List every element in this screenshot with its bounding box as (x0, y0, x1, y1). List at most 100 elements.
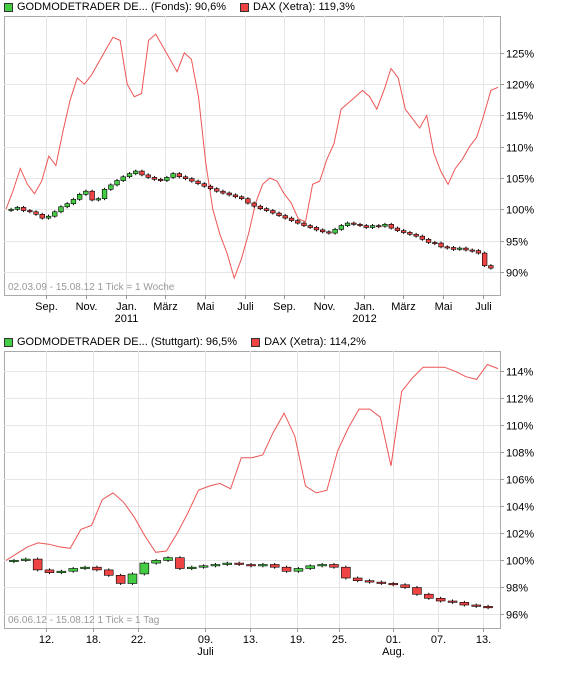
candle (488, 265, 494, 269)
candle (182, 176, 189, 180)
candle (363, 225, 369, 228)
y-tick-label: 104% (506, 502, 534, 514)
candle (68, 568, 79, 572)
series-candles-fund (8, 169, 494, 270)
candle (481, 252, 488, 266)
candle (341, 566, 351, 579)
candle (151, 177, 158, 180)
candle (101, 189, 108, 200)
candle (469, 249, 475, 252)
x-tick-label: Sep. (273, 301, 296, 313)
candle (344, 222, 351, 226)
candle (276, 212, 282, 216)
candle (104, 569, 114, 576)
chart-2: 114% 112% 110% 108% 106% 104% 102% 100% 98% 96% 12… (4, 351, 534, 658)
y-tick-label: 95% (506, 237, 528, 249)
candle (457, 247, 463, 250)
candle (14, 207, 20, 210)
candle (301, 222, 307, 226)
candle (319, 229, 326, 233)
candle (80, 566, 90, 569)
x-tick-label: 07. (431, 634, 446, 646)
candle (258, 564, 268, 567)
candle (92, 566, 102, 571)
candle (145, 174, 151, 178)
y-tick-label: 110% (506, 421, 534, 433)
candle (45, 215, 52, 219)
legend-swatch-dax (240, 2, 250, 12)
x-tick-label: 13. (243, 634, 258, 646)
candle (222, 562, 233, 565)
legend-swatch-fund (4, 2, 13, 12)
x-tick-label: März (391, 301, 415, 313)
candle (220, 190, 226, 194)
candle (338, 225, 344, 230)
candle (239, 196, 245, 200)
candle (407, 232, 413, 235)
x-tick-label: 22. (131, 634, 146, 646)
candle (133, 170, 139, 174)
candle (9, 560, 19, 562)
x-tick-label: Nov. (314, 301, 336, 313)
x-tick-label: Nov. (76, 301, 98, 313)
x-tick-label: Sep. (35, 301, 58, 313)
candle (163, 557, 173, 561)
y-tick-label: 120% (506, 80, 534, 92)
candle (58, 206, 64, 213)
range-label: 06.06.12 - 15.08.12 1 Tick = 1 Tag (8, 615, 159, 626)
candle (357, 224, 363, 226)
candle (364, 580, 375, 583)
legend-label-dax-2: DAX (Xetra): 114,2% (264, 336, 366, 348)
candle (232, 194, 239, 198)
legend-item-dax-2: DAX (Xetra): 114,2% (251, 336, 366, 348)
candle (463, 247, 469, 251)
candle (388, 583, 398, 586)
candle (52, 211, 58, 217)
candle (234, 562, 244, 565)
candle (33, 211, 39, 215)
y-tick-label: 105% (506, 174, 534, 186)
candle (424, 593, 434, 599)
series-candles-fund (9, 556, 493, 610)
candle (127, 573, 138, 584)
candle (56, 570, 67, 573)
candle (447, 600, 458, 603)
candle (471, 604, 481, 607)
y-tick-label: 106% (506, 475, 534, 487)
candle (382, 224, 388, 227)
y-tick-label: 112% (506, 394, 534, 406)
candle (95, 198, 101, 201)
candle (64, 203, 70, 208)
x-tick-label: Juli (237, 301, 254, 313)
candle (288, 217, 295, 221)
candle (329, 564, 339, 568)
candle (369, 225, 376, 228)
candle (44, 569, 55, 573)
legend-item-fund-stuttgart: GODMODETRADER DE... (Stuttgart): 96,5% (4, 336, 237, 348)
candle (444, 246, 450, 249)
y-tick-label: 114% (506, 367, 534, 379)
candle (70, 199, 77, 205)
candle (139, 562, 150, 575)
legend-swatch-fund-stuttgart (4, 337, 13, 347)
candle (281, 566, 292, 572)
candle (282, 215, 288, 219)
x-tick-label: März (153, 301, 177, 313)
candle (475, 250, 482, 254)
candle (207, 185, 214, 189)
candle (332, 229, 338, 234)
legend-chart-2: GODMODETRADER DE... (Stuttgart): 96,5% D… (4, 335, 380, 349)
candle (201, 183, 207, 187)
candle (394, 227, 401, 231)
candle (126, 173, 133, 178)
candle (176, 173, 182, 178)
candle (89, 190, 95, 201)
legend-item-dax: DAX (Xetra): 119,3% (240, 1, 355, 13)
candle (270, 210, 276, 214)
candle (326, 231, 332, 234)
candle (450, 247, 457, 250)
x-tick-label: 18. (86, 634, 101, 646)
x-tick-label: 12. (39, 634, 54, 646)
candle (317, 564, 327, 567)
candle (187, 566, 197, 569)
